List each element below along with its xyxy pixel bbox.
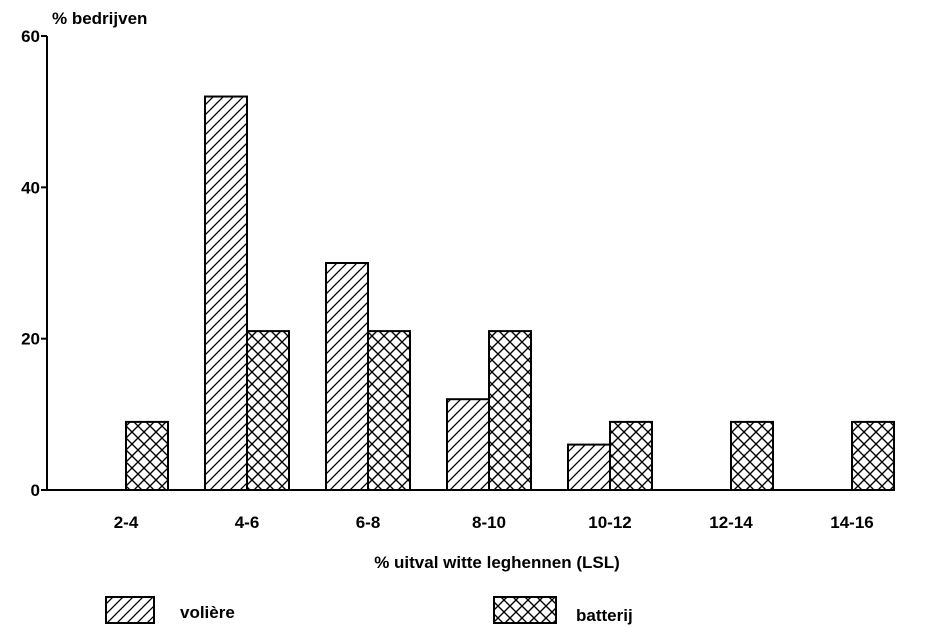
legend-swatch-voliere (105, 596, 155, 624)
bars-group (125, 95, 895, 492)
x-tick-label: 2-4 (114, 513, 139, 532)
legend: volière batterij (105, 596, 633, 625)
x-axis-title: % uitval witte leghennen (LSL) (374, 553, 620, 572)
bar-batterij-2-4 (125, 420, 169, 491)
legend-label-voliere: volière (180, 603, 235, 622)
bar-batterij-10-12 (609, 420, 653, 491)
y-ticks-group: 0 20 40 60 (21, 27, 47, 500)
x-tick-label: 4-6 (235, 513, 260, 532)
bar-voliere-10-12 (567, 443, 611, 492)
bar-voliere-6-8 (325, 262, 369, 491)
y-tick-label: 40 (21, 178, 40, 197)
bar-batterij-4-6 (246, 330, 290, 491)
legend-label-batterij: batterij (576, 606, 633, 625)
x-tick-label: 14-16 (830, 513, 873, 532)
x-tick-label: 8-10 (472, 513, 506, 532)
bar-voliere-8-10 (446, 398, 490, 492)
y-axis-title: % bedrijven (52, 9, 147, 28)
x-tick-label: 10-12 (588, 513, 631, 532)
bar-batterij-12-14 (730, 420, 774, 491)
x-tick-label: 12-14 (709, 513, 753, 532)
bar-voliere-4-6 (204, 95, 248, 492)
x-tick-label: 6-8 (356, 513, 381, 532)
bar-batterij-6-8 (367, 330, 411, 491)
legend-swatch-batterij (493, 596, 557, 624)
bar-batterij-8-10 (488, 330, 532, 491)
y-tick-label: 0 (31, 481, 40, 500)
x-ticks-group: 2-4 4-6 6-8 8-10 10-12 12-14 14-16 (114, 513, 874, 532)
y-tick-label: 60 (21, 27, 40, 46)
y-tick-label: 20 (21, 330, 40, 349)
bar-batterij-14-16 (851, 420, 895, 491)
